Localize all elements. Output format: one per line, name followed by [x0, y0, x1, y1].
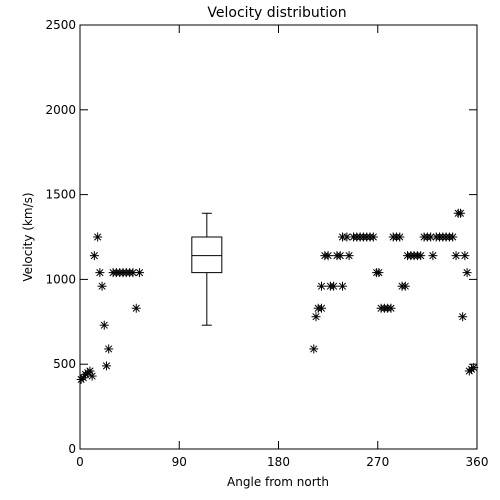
chart-title: Velocity distribution — [207, 5, 346, 21]
data-point — [451, 251, 461, 261]
plot-frame — [79, 24, 478, 450]
data-point — [87, 371, 97, 381]
x-tick-label: 0 — [76, 455, 84, 469]
y-tick-label: 2500 — [45, 18, 76, 32]
data-point — [135, 268, 145, 278]
data-point — [469, 363, 479, 373]
data-point — [104, 344, 114, 354]
data-point — [458, 312, 468, 322]
x-tick-label: 180 — [267, 455, 290, 469]
y-axis: 0 500 1000 1500 2000 2500 — [45, 18, 477, 456]
x-tick-label: 90 — [172, 455, 187, 469]
data-point — [311, 312, 321, 322]
data-point — [323, 251, 333, 261]
data-point — [317, 303, 327, 313]
data-point — [317, 281, 327, 291]
data-point — [337, 281, 347, 291]
data-point — [95, 268, 105, 278]
data-point — [309, 344, 319, 354]
data-point — [329, 281, 339, 291]
data-point — [386, 303, 396, 313]
x-axis: 0 90 180 270 360 — [76, 25, 488, 469]
data-point — [131, 303, 141, 313]
y-tick-label: 1000 — [45, 272, 76, 286]
boxplot-box — [191, 236, 223, 274]
boxplot — [191, 212, 223, 326]
data-point — [89, 251, 99, 261]
y-tick-label: 2000 — [45, 103, 76, 117]
x-axis-title: Angle from north — [227, 475, 329, 489]
data-point — [428, 251, 438, 261]
data-point — [335, 251, 345, 261]
data-point — [368, 232, 378, 242]
data-point — [93, 232, 103, 242]
y-tick-label: 1500 — [45, 188, 76, 202]
y-tick-label: 0 — [68, 442, 76, 456]
data-point — [455, 208, 465, 218]
data-point — [344, 251, 354, 261]
y-tick-label: 500 — [53, 357, 76, 371]
data-point — [416, 251, 426, 261]
data-points — [76, 208, 479, 384]
data-point — [462, 268, 472, 278]
y-axis-title: Velocity (km/s) — [21, 192, 35, 281]
data-point — [395, 232, 405, 242]
data-point — [400, 281, 410, 291]
x-tick-label: 360 — [466, 455, 489, 469]
data-point — [460, 251, 470, 261]
x-tick-label: 270 — [366, 455, 389, 469]
data-point — [374, 268, 384, 278]
data-point — [448, 232, 458, 242]
data-point — [101, 361, 111, 371]
data-point — [97, 281, 107, 291]
data-point — [99, 320, 109, 330]
